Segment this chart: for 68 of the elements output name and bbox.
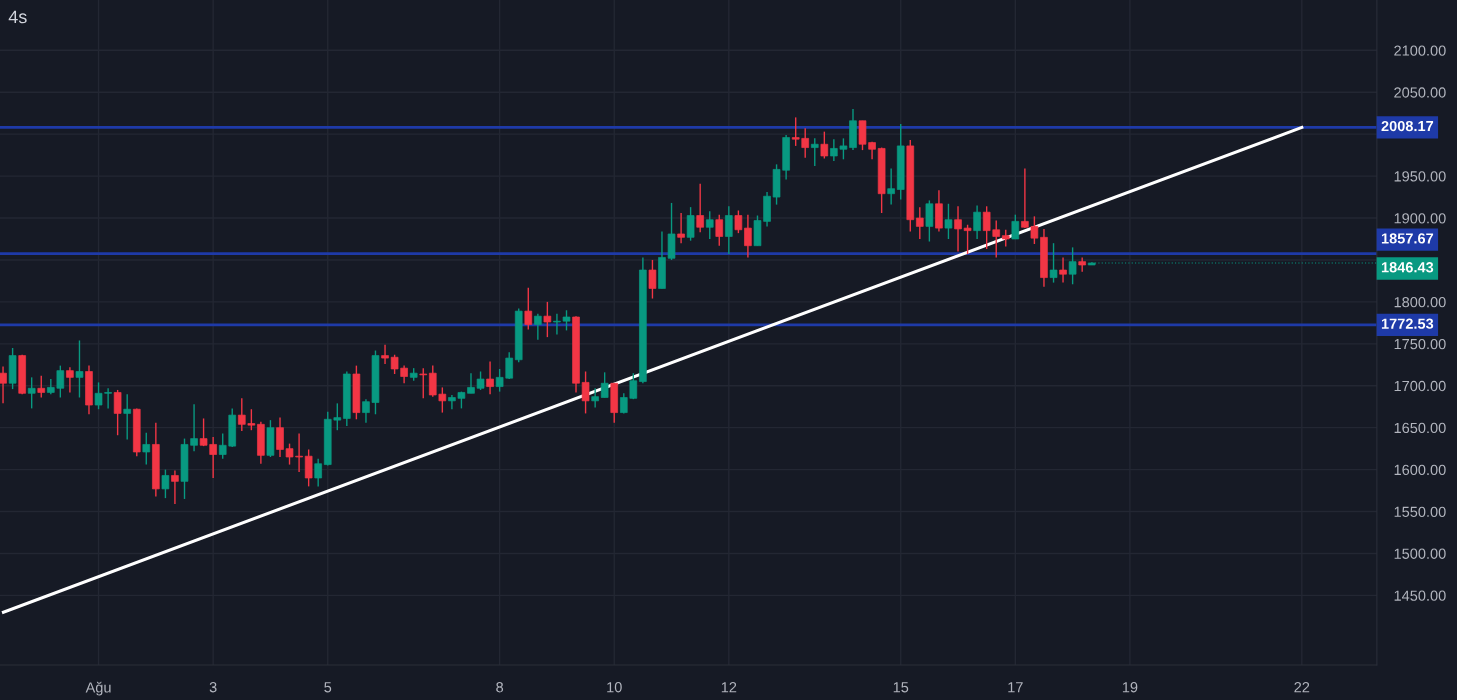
candlestick [810,137,819,167]
x-tick-label: Ağu [85,681,111,696]
annotation: 1846.43 [1381,262,1434,273]
x-tick-label: 8 [496,682,504,693]
y-tick-label: 1700.00 [1394,380,1446,392]
candlestick [734,209,743,234]
candlestick [705,210,714,240]
candlestick [534,312,542,341]
y-tick-label: 1950.00 [1394,171,1446,182]
x-tick-label: 10 [607,682,622,693]
candlestick [0,365,7,405]
candlestick [820,130,829,160]
candlestick [725,205,733,255]
candlestick [591,387,599,409]
x-tick-label: 5 [324,682,332,693]
candlestick [686,206,695,242]
x-tick-label: 19 [1122,682,1138,693]
candlestick [887,167,895,206]
candlestick [381,343,389,365]
candlestick [1011,213,1020,240]
candlestick [648,259,657,300]
candlestick [486,360,494,395]
candlestick [1068,246,1077,285]
y-tick-label: 1450.00 [1394,590,1446,601]
candlestick [1078,256,1086,273]
candlestick [543,301,552,338]
candlestick [925,199,934,243]
candlestick [304,448,313,488]
candlestick [113,389,122,436]
candlestick [600,371,609,399]
y-tick-label: 1550.00 [1394,506,1446,517]
x-tick-label: 15 [893,682,909,693]
candlestick [161,468,170,499]
x-tick-label: 22 [1294,682,1310,693]
chart-title: 4s [8,10,27,24]
y-tick-label: 2050.00 [1394,87,1446,98]
y-tick-label: 2100.00 [1394,45,1446,56]
candlestick [171,469,179,505]
x-tick-label: 12 [721,682,737,693]
candlestick [1049,242,1058,284]
candlestick [27,376,36,410]
x-tick-label: 3 [209,682,217,693]
ref-line-label: 1772.53 [1381,318,1434,329]
candlestick [142,432,151,466]
candlestick [944,203,953,240]
x-tick-label: 17 [1008,682,1023,693]
candlestick [123,393,131,441]
y-tick-label: 1750.00 [1394,338,1446,350]
candlestick [314,458,322,488]
y-tick-label: 1600.00 [1394,464,1446,476]
ref-line-label: 2008.17 [1381,120,1434,132]
ref-line-label: 1857.67 [1381,233,1434,244]
candlestick [75,339,84,399]
candlestick [1059,256,1067,284]
candlestick [715,213,724,247]
y-tick-label: 1800.00 [1394,296,1446,308]
candlestick [916,206,924,240]
candlestick [973,204,981,240]
candlestick [696,182,704,233]
candlestick [37,374,46,399]
candlestick [744,213,752,259]
y-tick-label: 1900.00 [1394,213,1446,224]
candlestick [419,367,428,400]
candlestick [677,212,685,244]
candlestick [524,286,533,331]
y-tick-label: 1500.00 [1394,548,1446,559]
y-tick-label: 1650.00 [1394,422,1446,434]
candlestick [66,366,74,394]
